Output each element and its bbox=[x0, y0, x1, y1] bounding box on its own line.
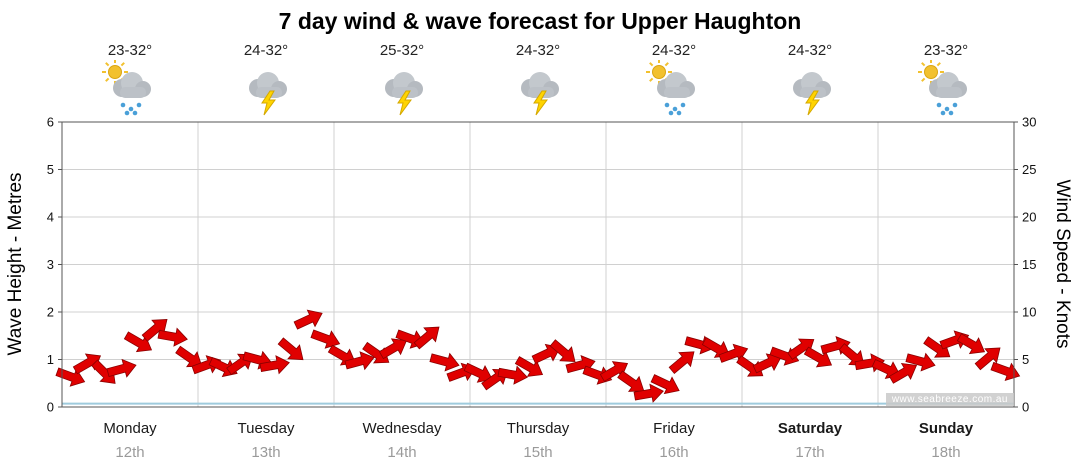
day-temp-range: 23-32° bbox=[107, 42, 153, 59]
y-tick-label-right: 0 bbox=[1022, 400, 1029, 415]
day-date-label: 14th bbox=[387, 444, 417, 461]
lightning-icon bbox=[805, 90, 820, 116]
wind-arrow bbox=[106, 358, 137, 378]
y-tick-label-left: 2 bbox=[47, 305, 54, 320]
cloud-icon bbox=[249, 72, 287, 98]
wind-arrow-series bbox=[55, 309, 1021, 403]
y-tick-label-right: 30 bbox=[1022, 115, 1036, 130]
y-tick-label-left: 6 bbox=[47, 115, 54, 130]
wind-arrow bbox=[905, 352, 936, 372]
day-name-label: Saturday bbox=[777, 420, 843, 437]
wind-arrow bbox=[259, 355, 290, 375]
wind-arrow bbox=[497, 365, 528, 385]
weather-icon-svg bbox=[918, 59, 967, 116]
day-temp-range: 24-32° bbox=[243, 42, 289, 59]
wind-arrow bbox=[650, 374, 680, 395]
wind-arrow bbox=[378, 338, 408, 360]
y-tick-label-left: 0 bbox=[47, 400, 54, 415]
day-name-label: Wednesday bbox=[362, 420, 442, 437]
y-tick-label-left: 3 bbox=[47, 257, 54, 272]
watermark: www.seabreeze.com.au bbox=[885, 393, 1014, 406]
weather-icon-sun-cloud-rain bbox=[917, 59, 975, 118]
wind-arrow bbox=[293, 309, 323, 330]
wind-arrow bbox=[344, 351, 375, 371]
wind-arrow bbox=[123, 331, 153, 353]
raindrops-icon bbox=[664, 102, 686, 116]
y-tick-label-right: 5 bbox=[1022, 352, 1029, 367]
cloud-icon bbox=[657, 72, 695, 98]
weather-icon-svg bbox=[385, 72, 423, 116]
cloud-icon bbox=[521, 72, 559, 98]
wind-arrow bbox=[141, 319, 168, 342]
day-date-label: 15th bbox=[523, 444, 553, 461]
day-date-label: 13th bbox=[251, 444, 281, 461]
day-name-label: Tuesday bbox=[237, 420, 295, 437]
day-temp-range: 23-32° bbox=[923, 42, 969, 59]
wind-arrow bbox=[888, 363, 918, 384]
day-name-label: Sunday bbox=[918, 420, 974, 437]
day-date-label: 17th bbox=[795, 444, 825, 461]
y-tick-label-left: 5 bbox=[47, 162, 54, 177]
wind-arrow bbox=[514, 356, 544, 377]
day-name-label: Thursday bbox=[506, 420, 570, 437]
wind-arrow bbox=[617, 370, 645, 392]
weather-icon-svg bbox=[646, 59, 695, 116]
day-date-label: 16th bbox=[659, 444, 689, 461]
lightning-icon bbox=[397, 90, 412, 116]
raindrops-icon bbox=[936, 102, 958, 116]
lightning-icon bbox=[533, 90, 548, 116]
wind-arrow bbox=[990, 361, 1021, 381]
y-tick-label-left: 1 bbox=[47, 352, 54, 367]
wind-arrow bbox=[668, 351, 695, 375]
day-name-label: Monday bbox=[103, 420, 157, 437]
y-tick-label-right: 20 bbox=[1022, 210, 1036, 225]
y-tick-label-left: 4 bbox=[47, 210, 54, 225]
weather-icon-sun-cloud-rain bbox=[645, 59, 703, 118]
y-tick-label-right: 15 bbox=[1022, 257, 1036, 272]
weather-icon-sun-cloud-rain bbox=[101, 59, 159, 118]
cloud-icon bbox=[113, 72, 151, 98]
day-date-label: 12th bbox=[115, 444, 145, 461]
day-temp-range: 24-32° bbox=[651, 42, 697, 59]
day-temp-range: 24-32° bbox=[787, 42, 833, 59]
weather-icon-cloud-lightning bbox=[509, 60, 567, 118]
wind-arrow bbox=[633, 383, 664, 403]
raindrops-icon bbox=[120, 102, 142, 116]
wind-arrow bbox=[549, 339, 576, 362]
cloud-icon bbox=[929, 72, 967, 98]
cloud-icon bbox=[793, 72, 831, 98]
day-date-label: 18th bbox=[931, 444, 961, 461]
wind-arrow bbox=[787, 338, 815, 360]
wind-arrow bbox=[974, 347, 1001, 371]
wind-arrow bbox=[277, 337, 304, 361]
day-temp-range: 24-32° bbox=[515, 42, 561, 59]
wind-arrow bbox=[429, 352, 460, 372]
weather-icon-svg bbox=[793, 72, 831, 116]
sun-icon bbox=[646, 59, 672, 85]
day-name-label: Friday bbox=[653, 420, 695, 437]
lightning-icon bbox=[261, 90, 276, 116]
weather-icon-svg bbox=[521, 72, 559, 116]
wind-arrow bbox=[599, 361, 629, 382]
wind-arrow bbox=[157, 327, 188, 347]
wind-arrow bbox=[803, 346, 833, 368]
chart-title: 7 day wind & wave forecast for Upper Hau… bbox=[278, 8, 802, 34]
wind-arrow bbox=[752, 353, 782, 374]
wind-arrow bbox=[531, 343, 561, 364]
weather-icon-cloud-lightning bbox=[781, 60, 839, 118]
weather-icon-svg bbox=[249, 72, 287, 116]
weather-icon-cloud-lightning bbox=[237, 60, 295, 118]
y-tick-label-right: 10 bbox=[1022, 305, 1036, 320]
weather-icon-cloud-lightning bbox=[373, 60, 431, 118]
wind-arrow bbox=[413, 326, 440, 350]
wind-arrow bbox=[956, 333, 986, 355]
weather-icon-svg bbox=[102, 59, 151, 116]
y-tick-label-right: 25 bbox=[1022, 162, 1036, 177]
day-temp-range: 25-32° bbox=[379, 42, 425, 59]
